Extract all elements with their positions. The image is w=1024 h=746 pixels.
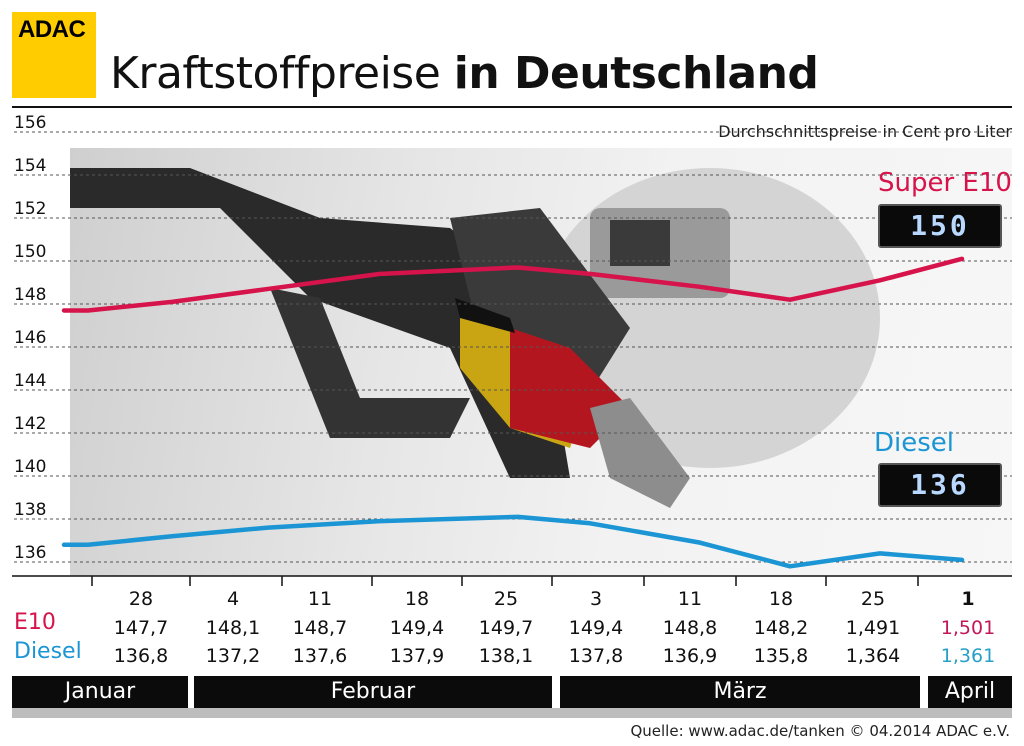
title-rule — [12, 106, 1012, 108]
e10-value-cell: 148,7 — [292, 617, 348, 639]
date-cell: 11 — [677, 588, 703, 610]
e10-label-text: Super E10 — [878, 168, 1012, 198]
month-april: April — [928, 676, 1012, 708]
diesel-value-cell: 136,8 — [113, 645, 169, 667]
y-tick-label: 156 — [14, 113, 46, 133]
diesel-label-text: Diesel — [874, 428, 955, 458]
diesel-value-cell: 137,6 — [292, 645, 348, 667]
diesel-value-cell: 1,361 — [940, 645, 996, 667]
e10-value-cell: 148,8 — [662, 617, 718, 639]
date-cell: 28 — [128, 588, 154, 610]
y-tick-label: 152 — [14, 199, 46, 219]
e10-row-label: E10 — [14, 610, 56, 635]
e10-value-cell: 149,4 — [389, 617, 445, 639]
y-tick-label: 150 — [14, 242, 46, 262]
e10-line — [61, 256, 965, 313]
footer-bar — [12, 708, 1012, 718]
diesel-value-cell: 137,9 — [389, 645, 445, 667]
date-cell: 4 — [226, 588, 240, 610]
diesel-value-cell: 1,364 — [845, 645, 901, 667]
y-tick-label: 142 — [14, 414, 46, 434]
page-title: Kraftstoffpreise in Deutschland — [110, 46, 819, 102]
y-tick-label: 154 — [14, 156, 46, 176]
diesel-series-label: Diesel — [874, 428, 954, 458]
e10-value-cell: 149,7 — [478, 617, 534, 639]
diesel-value-cell: 137,8 — [568, 645, 624, 667]
diesel-price-display: 136 — [878, 463, 1002, 507]
e10-value-cell: 149,4 — [568, 617, 624, 639]
title-bold: in Deutschland — [453, 48, 819, 99]
source-note: Quelle: www.adac.de/tanken © 04.2014 ADA… — [630, 722, 1010, 740]
y-tick-label: 146 — [14, 328, 46, 348]
y-tick-label: 144 — [14, 371, 46, 391]
e10-value-cell: 1,501 — [940, 617, 996, 639]
diesel-value-cell: 136,9 — [662, 645, 718, 667]
e10-value-cell: 148,2 — [753, 617, 809, 639]
date-cell: 18 — [404, 588, 430, 610]
title-light: Kraftstoffpreise — [110, 48, 454, 99]
date-cell: 1 — [961, 588, 975, 610]
date-cell: 25 — [493, 588, 519, 610]
price-chart: 136 138 140 142 144 146 148 150 152 154 156 — [12, 113, 1012, 586]
e10-value-cell: 1,491 — [845, 617, 901, 639]
logo-text: ADAC — [18, 16, 86, 43]
nozzle-illustration — [70, 168, 880, 508]
e10-value-cell: 148,1 — [205, 617, 261, 639]
y-tick-label: 148 — [14, 285, 46, 305]
adac-logo: ADAC — [12, 12, 96, 98]
date-cell: 11 — [307, 588, 333, 610]
y-tick-label: 136 — [14, 543, 46, 563]
month-februar: Februar — [194, 676, 552, 708]
diesel-line — [61, 514, 965, 569]
date-cell: 25 — [860, 588, 886, 610]
fuel-nozzle-photo — [70, 148, 1012, 576]
e10-value-cell: 147,7 — [113, 617, 169, 639]
diesel-value-cell: 135,8 — [753, 645, 809, 667]
month-maerz: März — [560, 676, 920, 708]
diesel-row-label: Diesel — [14, 639, 82, 664]
date-cell: 3 — [589, 588, 603, 610]
y-tick-label: 138 — [14, 500, 46, 520]
diesel-value-cell: 138,1 — [478, 645, 534, 667]
diesel-value-cell: 137,2 — [205, 645, 261, 667]
unit-note: Durchschnittspreise in Cent pro Liter — [718, 122, 1012, 141]
month-januar: Januar — [12, 676, 188, 708]
e10-price-display: 150 — [878, 204, 1002, 248]
e10-series-label: Super E10 — [878, 168, 1012, 198]
y-tick-label: 140 — [14, 457, 46, 477]
date-cell: 18 — [768, 588, 794, 610]
